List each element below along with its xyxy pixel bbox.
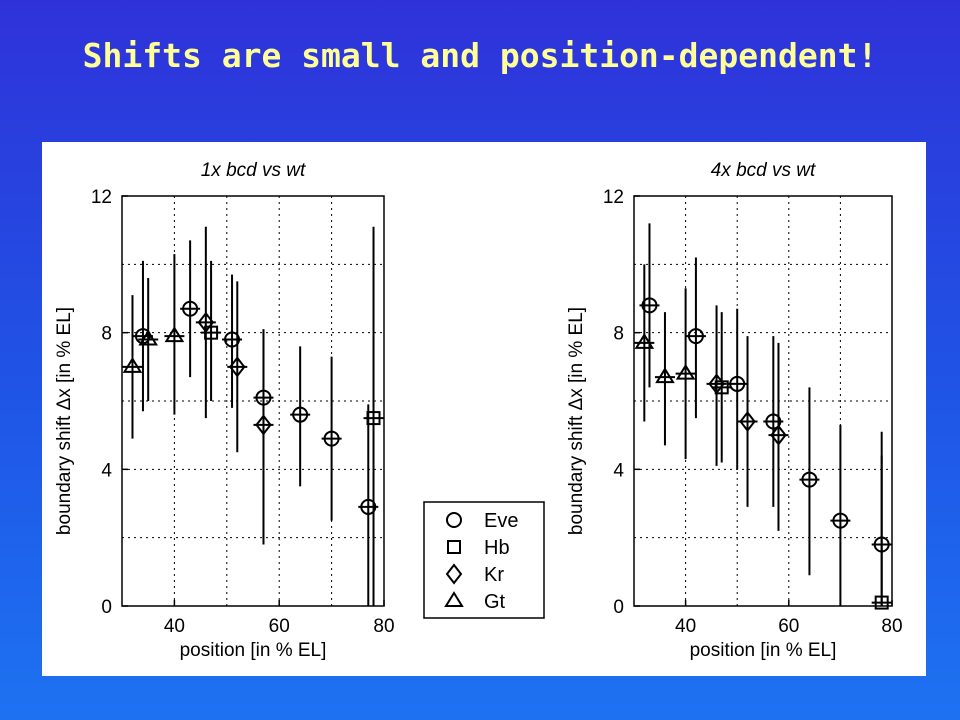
x-tick-label: 40 <box>675 616 696 637</box>
data-point-gt <box>122 356 143 373</box>
legend-label-kr: Kr <box>484 564 504 586</box>
legend-box <box>423 501 545 619</box>
data-point-eve <box>641 297 658 314</box>
y-tick-label: 8 <box>613 324 624 345</box>
y-axis-label: boundary shift Δx [in % EL] <box>566 307 587 535</box>
legend-label-gt: Gt <box>484 591 506 613</box>
y-axis-label: boundary shift Δx [in % EL] <box>54 307 75 535</box>
x-axis-label: position [in % EL] <box>180 640 327 661</box>
data-point-gt <box>164 326 185 343</box>
data-point-kr <box>708 373 725 395</box>
data-point-gt <box>675 363 696 380</box>
data-point-gt <box>138 329 158 346</box>
y-tick-label: 12 <box>91 187 112 208</box>
y-tick-label: 4 <box>613 460 624 481</box>
plot-frame <box>633 195 893 607</box>
data-point-eve <box>729 375 746 392</box>
legend-marker-kr <box>445 563 463 585</box>
x-tick-label: 80 <box>373 616 394 637</box>
data-point-kr <box>255 414 272 436</box>
x-axis-label: position [in % EL] <box>690 640 837 661</box>
panel-title: 1x bcd vs wt <box>201 160 306 181</box>
data-point-hb <box>366 411 381 426</box>
y-tick-label: 0 <box>101 597 112 618</box>
data-point-gt <box>655 367 675 384</box>
data-point-hb <box>874 595 889 610</box>
data-point-eve <box>832 512 849 529</box>
panel-title: 4x bcd vs wt <box>711 160 816 181</box>
data-point-eve <box>687 328 704 345</box>
y-tick-label: 0 <box>613 597 624 618</box>
legend-label-hb: Hb <box>484 537 510 559</box>
chart-panel-1x: 0 4 8 12 40 60 80 1x bcd vs wt position [in % EL… <box>54 160 395 661</box>
x-tick-label: 60 <box>269 616 290 637</box>
legend-marker-hb <box>447 540 461 554</box>
data-point-kr <box>197 311 215 334</box>
data-point-eve <box>182 300 199 317</box>
data-point-eve <box>360 498 377 515</box>
data-point-eve <box>224 331 241 348</box>
x-tick-label: 80 <box>881 616 902 637</box>
data-point-gt <box>634 333 655 349</box>
y-tick-label: 4 <box>101 460 112 481</box>
legend-marker-eve <box>446 512 462 528</box>
slide-title: Shifts are small and position-dependent! <box>82 36 878 75</box>
plot-frame <box>121 195 385 607</box>
chart-panel-4x: 0 4 8 12 40 60 80 4x bcd vs wt position [in % EL… <box>566 160 903 661</box>
data-point-kr <box>770 424 787 446</box>
data-point-kr <box>739 410 756 433</box>
data-point-kr <box>229 356 246 378</box>
legend-marker-gt <box>444 591 464 607</box>
legend: Eve Hb Kr Gt <box>423 501 545 619</box>
data-point-eve <box>292 406 309 423</box>
data-point-eve <box>323 430 340 447</box>
y-tick-label: 12 <box>603 187 624 208</box>
y-tick-label: 8 <box>101 324 112 345</box>
x-tick-label: 40 <box>164 616 185 637</box>
data-point-eve <box>765 413 782 430</box>
x-tick-label: 60 <box>778 616 799 637</box>
legend-label-eve: Eve <box>484 510 518 532</box>
data-point-eve <box>801 471 818 488</box>
figure-panel: 0 4 8 12 40 60 80 1x bcd vs wt position [in % EL… <box>42 142 926 676</box>
